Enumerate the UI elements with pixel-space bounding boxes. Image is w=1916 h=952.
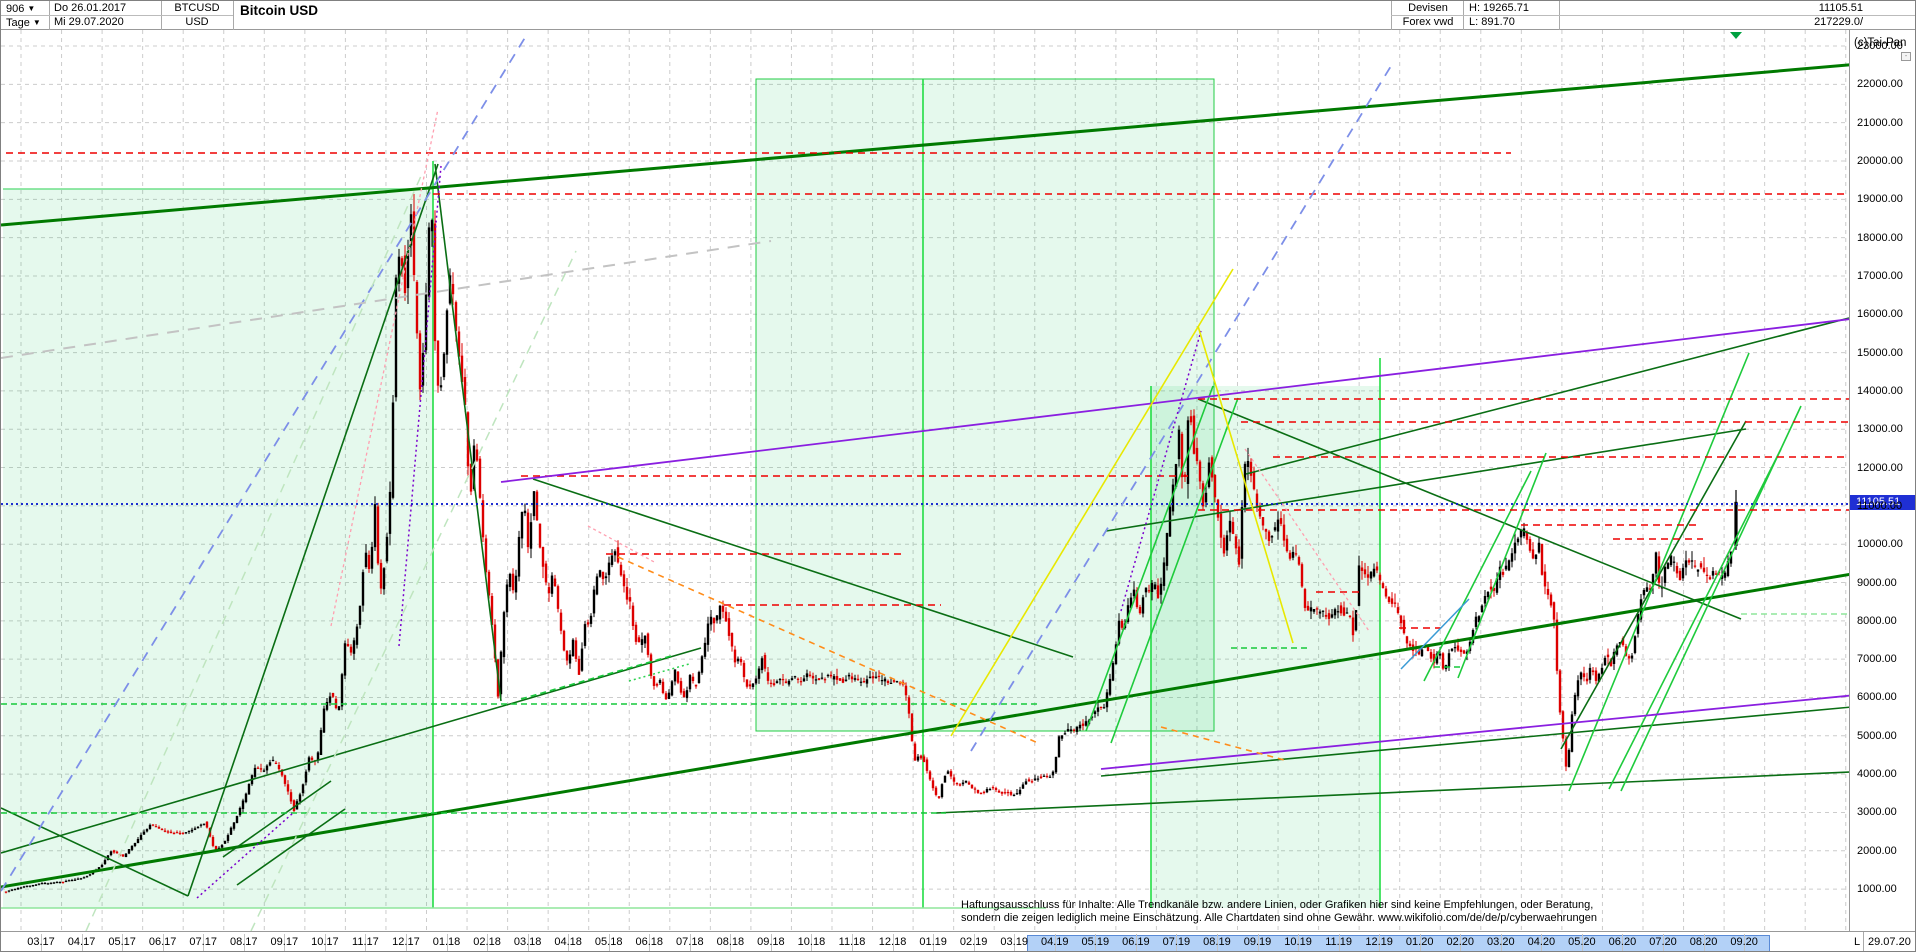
- price-axis-label: 15000.00: [1857, 346, 1903, 359]
- last-date-label: 29.07.20: [1868, 936, 1911, 948]
- last-marker-label: L: [1854, 936, 1861, 948]
- date-axis-label: 10.18: [797, 936, 826, 948]
- price-axis-label: 5000.00: [1857, 729, 1897, 742]
- date-axis-label: 01.19: [919, 936, 947, 948]
- price-axis[interactable]: (c)Tai-Pan - 11105.51 23000.00 22000.00 21…: [1849, 30, 1915, 931]
- date-axis-label: 10.19: [1284, 936, 1312, 948]
- last-bar-marker-icon: [1730, 32, 1742, 39]
- chevron-down-icon: ▼: [27, 4, 36, 13]
- date-axis-label: 02.20: [1446, 936, 1475, 948]
- date-axis-label: 11.17: [352, 936, 379, 948]
- period-low: L: 891.70: [1469, 16, 1515, 28]
- date-axis-label: 10.17: [311, 936, 339, 948]
- chart-header: 906 ▼ Tage ▼ Do 26.01.2017 Mi 29.07.2020…: [1, 1, 1915, 30]
- bars-count-dropdown[interactable]: 906 ▼: [6, 3, 36, 15]
- price-axis-label: 4000.00: [1857, 768, 1897, 781]
- price-axis-label: 17000.00: [1857, 269, 1903, 282]
- date-axis-label: 05.17: [108, 936, 136, 948]
- symbol-label: BTCUSD: [174, 2, 220, 14]
- price-axis-label: 18000.00: [1857, 231, 1903, 244]
- price-axis-label: 3000.00: [1857, 806, 1897, 819]
- price-axis-label: 2000.00: [1857, 844, 1897, 857]
- date-axis-label: 12.19: [1365, 936, 1393, 948]
- period-dropdown[interactable]: Tage ▼: [6, 17, 41, 29]
- date-axis-label: 06.17: [148, 936, 177, 948]
- date-axis-label: 07.19: [1162, 936, 1191, 948]
- price-axis-label: 6000.00: [1857, 691, 1897, 704]
- price-axis-label: 21000.00: [1857, 116, 1903, 129]
- date-axis-label: 03.18: [513, 936, 542, 948]
- price-axis-label: 20000.00: [1857, 155, 1903, 167]
- chevron-down-icon: ▼: [32, 18, 41, 27]
- date-axis-label: 03.20: [1487, 936, 1515, 948]
- date-axis-label: 06.19: [1122, 936, 1150, 948]
- date-axis-label: 12.17: [392, 936, 420, 948]
- currency-label: USD: [185, 16, 209, 28]
- date-axis-label: 09.20: [1730, 936, 1758, 948]
- date-axis-label: 04.19: [1040, 936, 1069, 948]
- price-axis-label: 16000.00: [1857, 308, 1903, 321]
- date-axis-label: 01.20: [1405, 936, 1434, 948]
- disclaimer-line1: Haftungsausschluss für Inhalte: Alle Tre…: [961, 899, 1594, 911]
- date-axis-label: 05.20: [1568, 936, 1596, 948]
- date-axis-label: 09.18: [757, 936, 785, 948]
- disclaimer-text: Haftungsausschluss für Inhalte: Alle Tre…: [961, 899, 1611, 924]
- date-axis-label: 03.19: [1000, 936, 1028, 948]
- last-price: 11105.51: [1818, 2, 1863, 14]
- date-axis[interactable]: 03.17 04.17 05.17 06.17 07.17 08.17 09.17 10.17…: [1, 931, 1849, 951]
- price-axis-label: 8000.00: [1857, 614, 1897, 627]
- price-axis-label: 1000.00: [1857, 883, 1897, 896]
- date-axis-label: 04.20: [1527, 936, 1556, 948]
- date-axis-label: 04.17: [67, 936, 96, 948]
- date-axis-label: 11.19: [1325, 936, 1352, 948]
- category-label: Devisen: [1408, 2, 1448, 14]
- date-axis-label: 07.20: [1649, 936, 1677, 948]
- price-axis-label: 22000.00: [1857, 78, 1903, 91]
- date-axis-label: 08.19: [1203, 936, 1231, 948]
- date-to[interactable]: Mi 29.07.2020: [54, 16, 124, 28]
- date-axis-label: 04.18: [554, 936, 582, 948]
- disclaimer-line2: sondern die zeigen lediglich meine Einsc…: [961, 911, 1597, 924]
- date-axis-label: 05.19: [1081, 936, 1110, 948]
- price-axis-label: 14000.00: [1857, 384, 1903, 397]
- volume-value: 217229.0/: [1814, 16, 1863, 28]
- chart-plot-area[interactable]: [1, 30, 1849, 931]
- date-from[interactable]: Do 26.01.2017: [54, 2, 127, 14]
- collapse-icon[interactable]: -: [1901, 52, 1911, 61]
- date-axis-label: 07.17: [189, 936, 217, 948]
- date-axis-label: 01.18: [432, 936, 461, 948]
- date-axis-label: 08.17: [229, 936, 258, 948]
- current-price-badge: 11105.51: [1850, 494, 1915, 510]
- price-axis-label: 11000.00: [1857, 499, 1903, 512]
- source-label: Forex vwd: [1402, 16, 1454, 28]
- date-axis-label: 06.20: [1608, 936, 1637, 948]
- date-axis-label: 06.18: [635, 936, 664, 948]
- date-axis-label: 08.20: [1689, 936, 1718, 948]
- date-axis-label: 02.18: [473, 936, 501, 948]
- price-axis-label: 13000.00: [1857, 423, 1903, 436]
- price-axis-label: 9000.00: [1857, 576, 1897, 589]
- period-high: H: 19265.71: [1469, 2, 1529, 14]
- date-axis-label: 03.17: [27, 936, 55, 948]
- price-axis-label: 23000.00: [1857, 40, 1903, 53]
- copyright-label: (c)Tai-Pan: [1854, 37, 1907, 49]
- price-axis-label: 10000.00: [1857, 538, 1903, 551]
- price-axis-label: 12000.00: [1857, 461, 1903, 474]
- price-axis-label: 7000.00: [1857, 653, 1897, 666]
- date-axis-label: 09.17: [270, 936, 299, 948]
- date-range-highlight: [1026, 935, 1771, 951]
- date-axis-label: 05.18: [594, 936, 623, 948]
- date-axis-label: 07.18: [676, 936, 704, 948]
- instrument-title: Bitcoin USD: [240, 3, 319, 18]
- date-axis-corner: L 29.07.20: [1849, 931, 1915, 951]
- date-axis-label: 08.18: [716, 936, 745, 948]
- price-axis-label: 19000.00: [1857, 193, 1903, 206]
- date-axis-label: 11.18: [838, 936, 866, 948]
- date-axis-label: 12.18: [878, 936, 907, 948]
- date-axis-label: 09.19: [1243, 936, 1272, 948]
- date-axis-label: 02.19: [959, 936, 988, 948]
